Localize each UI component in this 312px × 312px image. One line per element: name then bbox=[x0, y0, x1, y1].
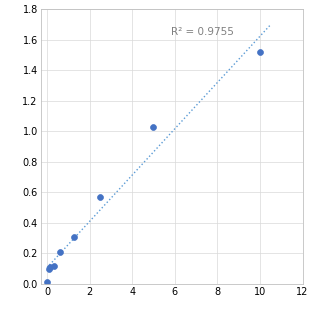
Point bbox=[98, 194, 103, 199]
Text: R² = 0.9755: R² = 0.9755 bbox=[171, 27, 233, 37]
Point bbox=[46, 266, 51, 271]
Point bbox=[151, 124, 156, 129]
Point bbox=[51, 263, 56, 268]
Point bbox=[257, 50, 262, 55]
Point bbox=[58, 249, 63, 254]
Point bbox=[71, 234, 76, 239]
Point bbox=[48, 265, 53, 270]
Point bbox=[44, 280, 49, 285]
